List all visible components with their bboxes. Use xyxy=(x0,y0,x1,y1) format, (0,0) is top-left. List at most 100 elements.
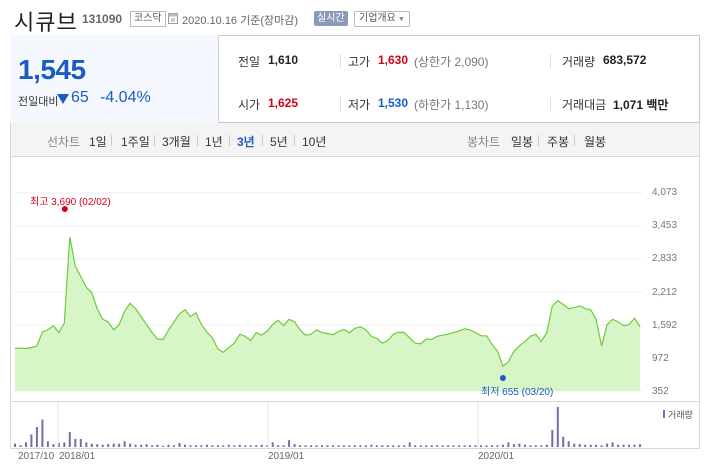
volume-bar xyxy=(595,444,598,447)
candle-daily[interactable]: 일봉 xyxy=(511,135,534,149)
volume-bar xyxy=(491,445,493,447)
volume-bar xyxy=(315,445,318,447)
prev-close-value: 1,610 xyxy=(268,53,299,67)
period-3y[interactable]: 3년 xyxy=(237,135,255,149)
low-value: 1,530 xyxy=(378,96,409,110)
volume-bar xyxy=(501,444,504,447)
volume-bar xyxy=(118,443,121,447)
volume-bar xyxy=(74,439,77,447)
volume-bar xyxy=(441,445,444,447)
divider xyxy=(262,135,263,146)
volume-bar xyxy=(85,442,88,447)
candle-monthly[interactable]: 월봉 xyxy=(584,135,607,149)
divider xyxy=(197,135,198,146)
volume-bar xyxy=(628,444,630,447)
volume-bar xyxy=(589,444,592,447)
company-overview-label: 기업개요 xyxy=(359,13,396,24)
volume-separator xyxy=(10,401,700,402)
volume-bar xyxy=(90,443,93,447)
volume-bar xyxy=(112,443,115,447)
open-value: 1,625 xyxy=(268,96,299,110)
realtime-button[interactable]: 실시간 xyxy=(314,11,348,26)
volume-bar xyxy=(304,445,307,447)
stock-name: 시큐브 xyxy=(14,10,78,35)
volume-bar xyxy=(425,445,428,447)
volume-bar xyxy=(321,445,323,447)
volume-bar xyxy=(184,444,186,447)
volume-bar xyxy=(200,445,203,447)
volume-bar xyxy=(19,445,22,447)
volume-bar xyxy=(485,445,488,447)
change-label: 전일대비 xyxy=(18,96,59,108)
change-amount: 65 xyxy=(71,89,89,106)
volume-bar xyxy=(507,442,510,447)
volume-bar xyxy=(79,439,82,447)
volume-bar xyxy=(35,427,38,447)
volume-bar xyxy=(534,445,537,447)
volume-bar xyxy=(57,443,60,447)
volume-bar xyxy=(282,445,285,447)
stock-code: 131090 xyxy=(82,12,123,26)
period-3m[interactable]: 3개월 xyxy=(162,135,191,149)
volume-bar xyxy=(134,444,137,447)
x-tick: 2020/01 xyxy=(478,451,515,462)
volume-bar xyxy=(288,440,291,447)
company-overview-button[interactable]: 기업개요 ▼ xyxy=(354,11,410,27)
volume-bar xyxy=(25,442,27,447)
divider xyxy=(111,135,112,146)
period-bar xyxy=(10,123,700,157)
divider xyxy=(294,135,295,146)
volume-bar xyxy=(123,441,126,447)
volume-bar xyxy=(414,445,417,447)
volume-bar xyxy=(145,444,148,447)
volume-bar xyxy=(386,445,389,447)
volume-bar xyxy=(567,441,570,447)
y-tick: 2,212 xyxy=(652,287,678,298)
divider xyxy=(154,135,155,146)
volume-bar xyxy=(458,445,461,447)
candle-weekly[interactable]: 주봉 xyxy=(547,135,570,149)
period-10y[interactable]: 10년 xyxy=(302,135,327,149)
line-chart-label: 선차트 xyxy=(47,135,81,149)
volume-bar xyxy=(474,445,477,447)
volume-bar xyxy=(573,443,576,447)
volume-bar xyxy=(518,443,521,447)
volume-bar xyxy=(277,445,280,447)
volume-bar xyxy=(540,445,543,447)
volume-bar xyxy=(436,445,439,447)
volume-bar xyxy=(96,444,99,447)
period-1d[interactable]: 1일 xyxy=(89,135,107,149)
chart-frame xyxy=(10,157,700,449)
volume-bar xyxy=(342,445,345,447)
period-1w[interactable]: 1주일 xyxy=(121,135,150,149)
price-line xyxy=(14,236,641,368)
price-chart[interactable] xyxy=(10,157,700,447)
calendar-icon xyxy=(168,13,178,24)
prev-close-label: 전일 xyxy=(238,55,261,69)
divider xyxy=(229,135,230,146)
volume-bar xyxy=(162,445,164,447)
volume-value: 683,572 xyxy=(603,53,647,67)
amount-value: 1,071 백만 xyxy=(613,98,669,112)
y-tick: 4,073 xyxy=(652,187,678,198)
volume-bar xyxy=(447,445,450,447)
volume-bar xyxy=(46,441,49,447)
high-annotation: 최고 3,690 (02/02) xyxy=(30,197,111,208)
y-tick: 2,833 xyxy=(652,253,678,264)
volume-bar xyxy=(403,445,406,447)
candle-chart-label: 봉차트 xyxy=(467,135,501,149)
volume-bar xyxy=(381,445,384,447)
volume-bar xyxy=(348,445,351,447)
volume-bar xyxy=(205,444,208,447)
volume-bar xyxy=(244,445,247,447)
divider xyxy=(340,54,341,68)
volume-bar xyxy=(611,442,614,447)
volume-bar xyxy=(101,444,104,447)
period-5y[interactable]: 5년 xyxy=(270,135,288,149)
divider xyxy=(340,97,341,111)
period-1y[interactable]: 1년 xyxy=(205,135,223,149)
volume-bar xyxy=(600,445,603,447)
price-panel xyxy=(10,35,219,123)
volume-bar xyxy=(480,445,482,447)
volume-bar xyxy=(249,445,252,447)
